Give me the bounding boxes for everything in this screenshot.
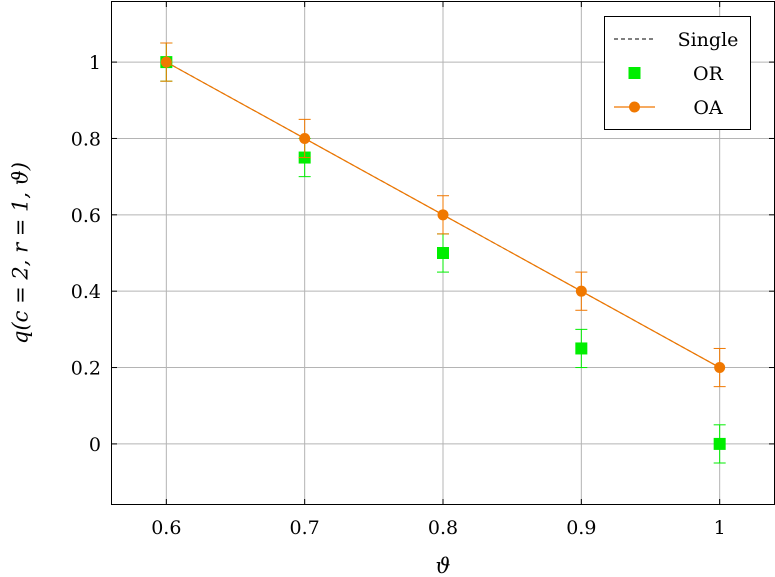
ticks (111, 1, 775, 505)
x-axis-label: ϑ (435, 554, 450, 577)
data-point-square (437, 247, 449, 259)
data-point-circle (437, 209, 449, 221)
legend-swatch-marker (629, 101, 640, 113)
y-axis-label: q(c = 2, r = 1, ϑ) (9, 162, 33, 344)
legend-items: Single OR OA (614, 29, 738, 119)
x-tick-label: 0.6 (151, 517, 181, 539)
y-tick-label: 0.4 (71, 281, 101, 303)
y-tick-label: 0.8 (71, 128, 101, 150)
y-tick-label: 1 (89, 52, 101, 74)
legend-label: OR (693, 63, 724, 85)
tick-labels: 0.6 0.7 0.8 0.9 1 0 0.2 0.4 0.6 0.8 1 (71, 52, 726, 539)
data-point-circle (160, 56, 172, 68)
series-oa (160, 42, 726, 388)
x-tick-label: 1 (714, 517, 726, 539)
y-tick-label: 0 (89, 434, 101, 456)
legend: Single OR OA (604, 16, 751, 130)
data-point-circle (714, 362, 726, 374)
y-tick-label: 0.6 (71, 205, 101, 227)
legend-item-oa: OA (614, 97, 723, 119)
y-tick-label: 0.2 (71, 358, 101, 380)
data-point-square (713, 437, 726, 450)
legend-label: Single (678, 29, 739, 51)
data-point-circle (575, 285, 587, 297)
legend-swatch (628, 67, 641, 79)
x-tick-label: 0.8 (428, 517, 458, 539)
x-tick-label: 0.7 (290, 517, 320, 539)
legend-label: OA (693, 97, 723, 119)
series-layer (160, 42, 726, 464)
legend-item-or: OR (628, 63, 724, 85)
data-point-square (575, 342, 588, 355)
legend-item-single: Single (614, 29, 738, 51)
x-tick-label: 0.9 (566, 517, 596, 539)
data-point-circle (299, 132, 311, 144)
